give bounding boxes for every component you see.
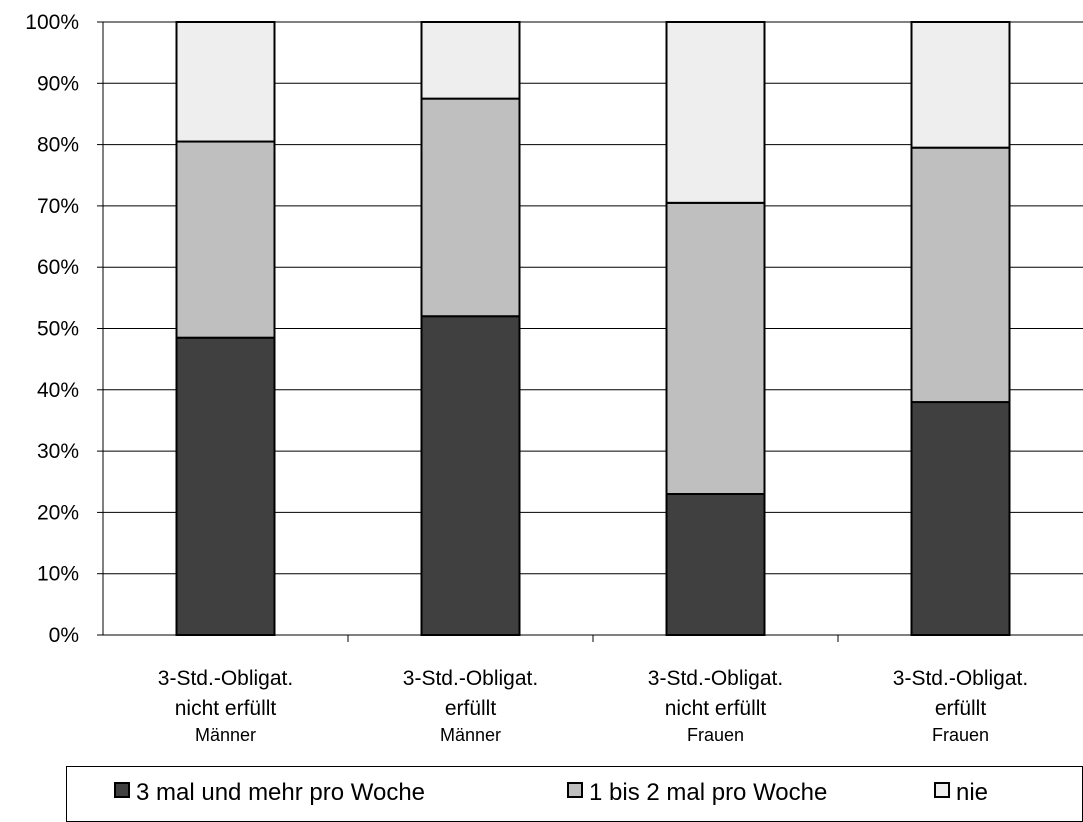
bar-segment (420, 21, 521, 100)
category-label: 3-Std.-Obligat. (647, 667, 784, 690)
category-label: Männer (439, 725, 502, 745)
bar-segment (175, 336, 276, 636)
legend-item-nie: nie (934, 779, 988, 807)
bar-segment (420, 97, 521, 318)
legend-item-1-2: 1 bis 2 mal pro Woche (567, 779, 827, 807)
category-label: erfüllt (444, 697, 497, 720)
bar-segment (910, 146, 1011, 404)
bar-segment (665, 21, 766, 204)
bar-segment (420, 315, 521, 636)
category-label: nicht erfüllt (174, 697, 277, 720)
y-tick-label: 0% (49, 624, 79, 647)
y-tick-label: 60% (37, 256, 79, 279)
bar-segment (910, 401, 1011, 636)
y-tick-label: 100% (25, 11, 79, 34)
category-label: Frauen (931, 725, 990, 745)
category-label: erfüllt (934, 697, 987, 720)
category-label: Männer (194, 725, 257, 745)
legend-swatch-grey (567, 782, 583, 798)
bar-segment (665, 201, 766, 496)
category-label: Frauen (686, 725, 745, 745)
y-tick-label: 70% (37, 195, 79, 218)
bar-segment (175, 21, 276, 143)
y-tick-label: 90% (37, 72, 79, 95)
bar-segment (910, 21, 1011, 149)
y-tick-label: 80% (37, 134, 79, 157)
bar-segment (175, 140, 276, 339)
y-tick-label: 20% (37, 501, 79, 524)
category-label: 3-Std.-Obligat. (892, 667, 1029, 690)
category-label: nicht erfüllt (664, 697, 767, 720)
legend-swatch-light (934, 782, 950, 798)
legend-label: nie (956, 779, 989, 806)
bar-segment (665, 493, 766, 637)
y-tick-label: 40% (37, 379, 79, 402)
legend-label: 3 mal und mehr pro Woche (136, 779, 426, 806)
legend-label: 1 bis 2 mal pro Woche (589, 779, 828, 806)
y-tick-label: 30% (37, 440, 79, 463)
legend-item-3-plus: 3 mal und mehr pro Woche (114, 779, 425, 807)
legend-swatch-dark (114, 782, 130, 798)
y-tick-label: 10% (37, 563, 79, 586)
category-label: 3-Std.-Obligat. (402, 667, 539, 690)
y-tick-label: 50% (37, 318, 79, 341)
stacked-bar-chart: 0% 10% 20% 30% 40% 50% 60% 70% 80% 90% 100% (25, 11, 1083, 647)
category-label: 3-Std.-Obligat. (157, 667, 294, 690)
